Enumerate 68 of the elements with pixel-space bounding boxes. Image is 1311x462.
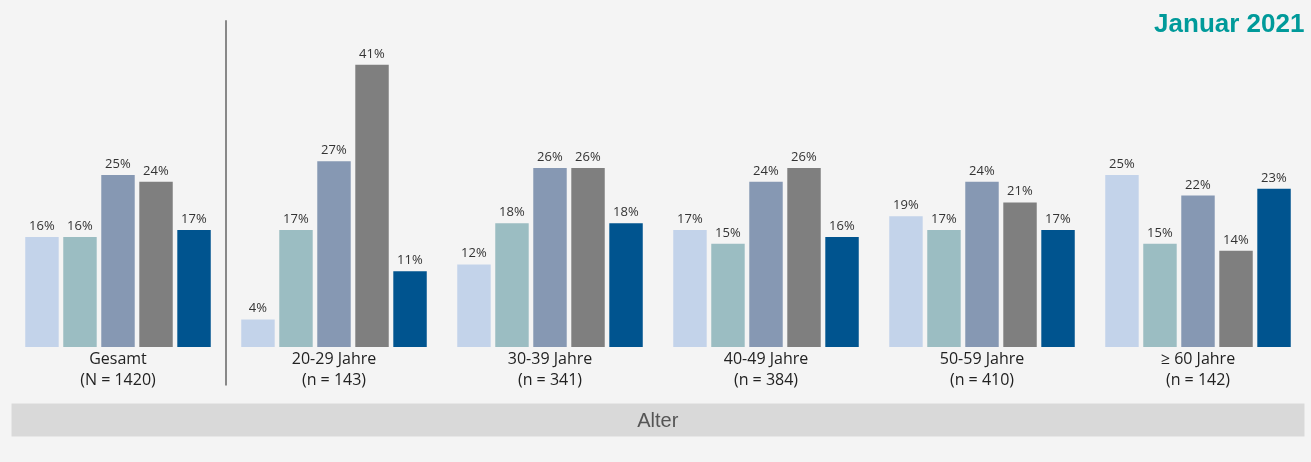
- data-label: 22%: [1185, 174, 1211, 193]
- data-label: 24%: [143, 160, 169, 179]
- data-label: 11%: [397, 250, 423, 269]
- data-label: 23%: [1261, 167, 1287, 186]
- bar: [749, 181, 783, 347]
- bar: [279, 230, 313, 347]
- x-tick-label: 20-29 Jahre (n = 143): [291, 347, 377, 390]
- data-label: 14%: [1223, 229, 1249, 248]
- data-label: 17%: [931, 209, 957, 228]
- bar: [1219, 250, 1253, 347]
- data-label: 25%: [105, 153, 131, 172]
- bar: [25, 236, 59, 347]
- data-label: 26%: [791, 147, 817, 166]
- x-tick-label: 50-59 Jahre (n = 410): [939, 347, 1025, 390]
- bar: [1003, 202, 1037, 347]
- data-label: 18%: [499, 202, 525, 221]
- data-label: 26%: [575, 147, 601, 166]
- bar: [457, 264, 491, 347]
- data-label: 19%: [893, 195, 919, 214]
- data-label: 21%: [1007, 181, 1033, 200]
- data-label: 24%: [969, 160, 995, 179]
- data-label: 17%: [677, 209, 703, 228]
- data-label: 12%: [461, 243, 487, 262]
- x-axis-title: Alter: [637, 409, 679, 431]
- data-label: 15%: [1147, 222, 1173, 241]
- data-label: 15%: [715, 222, 741, 241]
- bar: [1105, 174, 1139, 347]
- data-label: 16%: [29, 215, 55, 234]
- bar: [317, 161, 351, 347]
- x-tick-label: Gesamt (N = 1420): [80, 347, 157, 390]
- bar: [101, 174, 135, 347]
- bar: [609, 223, 643, 347]
- data-label: 25%: [1109, 153, 1135, 172]
- data-label: 24%: [753, 160, 779, 179]
- data-label: 18%: [613, 202, 639, 221]
- x-tick-label: ≥ 60 Jahre (n = 142): [1160, 347, 1236, 390]
- bar: [177, 230, 211, 347]
- bar: [965, 181, 999, 347]
- bar: [787, 168, 821, 347]
- data-label: 17%: [1045, 209, 1071, 228]
- bar: [1181, 195, 1215, 347]
- bar: [533, 168, 567, 347]
- x-tick-label: 40-49 Jahre (n = 384): [723, 347, 809, 390]
- data-label: 17%: [283, 209, 309, 228]
- bar: [139, 181, 173, 347]
- bar: [673, 230, 707, 347]
- data-label: 16%: [829, 215, 855, 234]
- bar: [711, 243, 745, 347]
- bar: [927, 230, 961, 347]
- bar: [1143, 243, 1177, 347]
- data-label: 26%: [537, 147, 563, 166]
- data-label: 27%: [321, 140, 347, 159]
- chart-title: Januar 2021: [1154, 8, 1305, 39]
- bar: [495, 223, 529, 347]
- data-label: 16%: [67, 215, 93, 234]
- bar: [241, 319, 275, 347]
- data-label: 4%: [248, 298, 268, 317]
- data-label: 41%: [359, 43, 385, 62]
- bar: [571, 168, 605, 347]
- bar: [1257, 188, 1291, 347]
- bar: [393, 271, 427, 347]
- bar: [889, 216, 923, 347]
- data-label: 17%: [181, 209, 207, 228]
- bar: [63, 236, 97, 347]
- bar: [1041, 230, 1075, 347]
- x-tick-label: 30-39 Jahre (n = 341): [507, 347, 593, 390]
- bar: [355, 64, 389, 347]
- bar: [825, 236, 859, 347]
